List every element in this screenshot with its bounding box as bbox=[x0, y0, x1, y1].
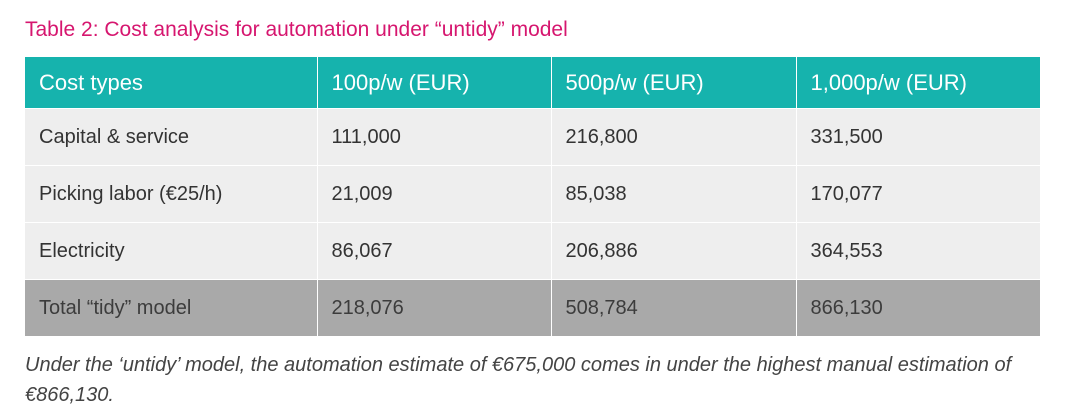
row-label: Capital & service bbox=[25, 108, 317, 166]
row-label: Picking labor (€25/h) bbox=[25, 165, 317, 223]
header-1000pw: 1,000p/w (EUR) bbox=[795, 57, 1040, 109]
cell-value: 364,553 bbox=[795, 222, 1040, 280]
header-500pw: 500p/w (EUR) bbox=[550, 57, 796, 109]
total-value: 508,784 bbox=[550, 279, 796, 336]
total-value: 866,130 bbox=[795, 279, 1040, 336]
cell-value: 85,038 bbox=[550, 165, 796, 223]
cell-value: 21,009 bbox=[316, 165, 551, 223]
total-value: 218,076 bbox=[316, 279, 551, 336]
cell-value: 86,067 bbox=[316, 222, 551, 280]
table-header-row: Cost types 100p/w (EUR) 500p/w (EUR) 1,0… bbox=[25, 57, 1040, 109]
cell-value: 170,077 bbox=[795, 165, 1040, 223]
header-100pw: 100p/w (EUR) bbox=[316, 57, 551, 109]
table-caption: Under the ‘untidy’ model, the automation… bbox=[25, 354, 1012, 406]
total-row: Total “tidy” model 218,076 508,784 866,1… bbox=[25, 279, 1040, 336]
table-row: Capital & service 111,000 216,800 331,50… bbox=[25, 108, 1040, 166]
table-row: Picking labor (€25/h) 21,009 85,038 170,… bbox=[25, 165, 1040, 223]
cost-analysis-table: Cost types 100p/w (EUR) 500p/w (EUR) 1,0… bbox=[25, 57, 1040, 336]
header-cost-types: Cost types bbox=[25, 57, 317, 109]
table-title: Table 2: Cost analysis for automation un… bbox=[25, 18, 568, 41]
cell-value: 111,000 bbox=[316, 108, 551, 166]
cell-value: 331,500 bbox=[795, 108, 1040, 166]
cell-value: 216,800 bbox=[550, 108, 796, 166]
cell-value: 206,886 bbox=[550, 222, 796, 280]
total-label: Total “tidy” model bbox=[25, 279, 317, 336]
table-row: Electricity 86,067 206,886 364,553 bbox=[25, 222, 1040, 280]
row-label: Electricity bbox=[25, 222, 317, 280]
